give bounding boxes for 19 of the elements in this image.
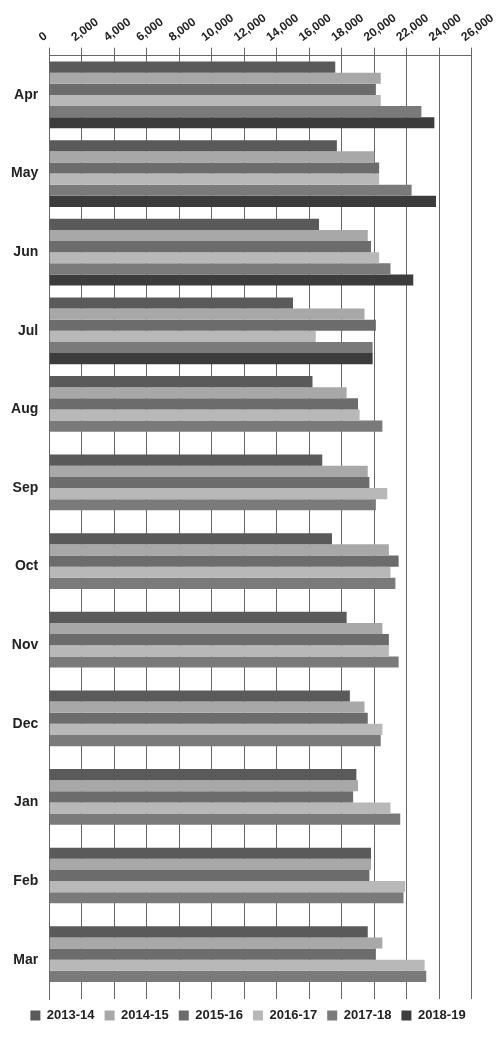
y-tick-label: Apr: [14, 85, 39, 102]
y-tick-label: Oct: [14, 557, 39, 574]
y-tick-label: Sep: [12, 478, 39, 495]
legend-label: 2018-19: [417, 1007, 466, 1023]
legend-label: 2014-15: [121, 1007, 169, 1023]
legend-label: 2017-18: [343, 1007, 392, 1023]
y-tick-label: May: [11, 164, 39, 181]
y-tick-label: Aug: [11, 400, 39, 417]
legend-label: 2013-14: [46, 1007, 96, 1023]
y-tick-label: Feb: [13, 871, 39, 888]
y-tick-label: Jul: [18, 321, 39, 338]
y-tick-label: Nov: [11, 636, 39, 653]
y-tick-label: Jan: [14, 793, 39, 810]
x-tick-label: 0: [35, 28, 50, 44]
legend-label: 2016-17: [269, 1007, 318, 1023]
y-tick-label: Mar: [13, 950, 39, 967]
legend-label: 2015-16: [195, 1007, 244, 1023]
y-tick-label: Jun: [13, 243, 39, 260]
y-tick-label: Dec: [12, 714, 39, 731]
